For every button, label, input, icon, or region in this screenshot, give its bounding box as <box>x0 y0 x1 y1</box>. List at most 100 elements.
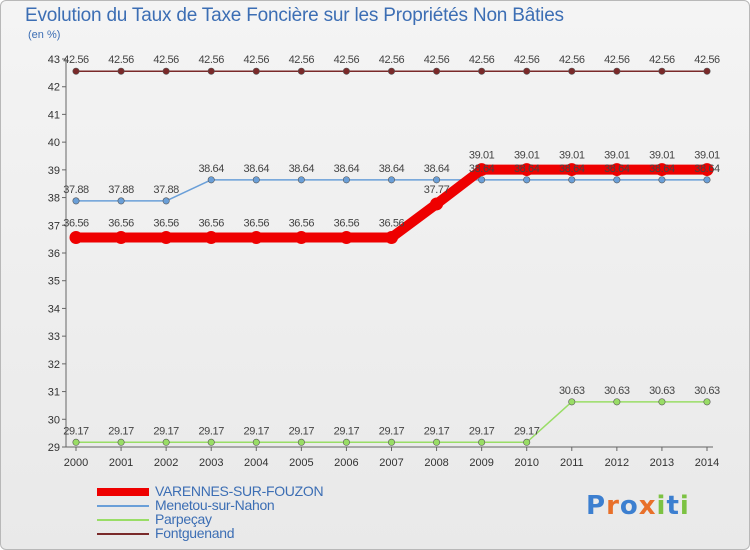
data-label-varennes: 37.77 <box>424 184 450 196</box>
data-label-fontguenand: 42.56 <box>604 54 630 66</box>
y-tick-label: 35 <box>48 276 60 288</box>
proxiti-logo: Proxiti <box>586 491 690 521</box>
data-point-menetou <box>478 176 486 184</box>
logo-letter: r <box>606 491 620 521</box>
x-tick-label: 2004 <box>244 457 268 469</box>
y-tick-label: 38 <box>48 193 60 205</box>
x-tick-label: 2001 <box>109 457 133 469</box>
y-tick-label: 39 <box>48 165 60 177</box>
x-tick-label: 2000 <box>64 457 88 469</box>
data-point-menetou <box>703 176 711 184</box>
data-point-menetou <box>342 176 350 184</box>
x-tick-label: 2002 <box>154 457 178 469</box>
data-point-parpecay <box>252 438 260 446</box>
y-tick-label: 40 <box>48 137 60 149</box>
legend-swatch-menetou <box>97 505 149 507</box>
x-tick-label: 2013 <box>650 457 674 469</box>
data-label-parpecay: 29.17 <box>514 425 540 437</box>
data-point-parpecay <box>478 438 486 446</box>
data-label-fontguenand: 42.56 <box>469 54 495 66</box>
data-point-menetou <box>252 176 260 184</box>
y-tick-label: 29 <box>48 442 60 454</box>
data-point-varennes <box>204 230 218 244</box>
data-point-varennes <box>520 163 534 177</box>
data-label-menetou: 37.88 <box>108 184 134 196</box>
data-point-menetou <box>162 197 170 205</box>
data-point-fontguenand <box>568 67 576 75</box>
data-label-varennes: 36.56 <box>108 217 134 229</box>
logo-letter: t <box>666 491 680 521</box>
series-points <box>69 67 714 446</box>
data-point-parpecay <box>207 438 215 446</box>
legend-item-fontguenand: Fontguenand <box>97 525 417 541</box>
data-point-parpecay <box>162 438 170 446</box>
data-point-parpecay <box>613 398 621 406</box>
data-point-parpecay <box>433 438 441 446</box>
legend-swatch-varennes <box>97 488 149 496</box>
data-label-parpecay: 29.17 <box>198 425 224 437</box>
data-label-fontguenand: 42.56 <box>63 54 89 66</box>
legend-label-menetou: Menetou-sur-Nahon <box>155 497 275 513</box>
data-label-varennes: 36.56 <box>244 217 270 229</box>
data-label-varennes: 36.56 <box>153 217 179 229</box>
data-point-varennes <box>610 163 624 177</box>
data-point-varennes <box>114 230 128 244</box>
y-tick-label: 36 <box>48 248 60 260</box>
data-label-menetou: 38.64 <box>649 163 675 175</box>
legend-swatch-parpecay <box>97 519 149 521</box>
chart-title: Evolution du Taux de Taxe Foncière sur l… <box>25 5 564 26</box>
data-label-varennes: 39.01 <box>649 150 675 162</box>
legend: VARENNES-SUR-FOUZON Menetou-sur-Nahon Pa… <box>97 483 417 541</box>
legend-item-varennes: VARENNES-SUR-FOUZON <box>97 483 417 499</box>
data-point-fontguenand <box>523 67 531 75</box>
x-tick-label: 2011 <box>560 457 584 469</box>
data-label-menetou: 38.64 <box>379 163 405 175</box>
data-label-parpecay: 30.63 <box>559 385 585 397</box>
data-point-fontguenand <box>72 67 80 75</box>
data-point-fontguenand <box>252 67 260 75</box>
data-point-menetou <box>523 176 531 184</box>
legend-label-varennes: VARENNES-SUR-FOUZON <box>155 483 324 499</box>
data-label-fontguenand: 42.56 <box>289 54 315 66</box>
data-label-fontguenand: 42.56 <box>334 54 360 66</box>
data-label-fontguenand: 42.56 <box>424 54 450 66</box>
data-point-parpecay <box>568 398 576 406</box>
data-label-menetou: 38.64 <box>604 163 630 175</box>
data-point-varennes <box>565 163 579 177</box>
data-point-fontguenand <box>613 67 621 75</box>
x-tick-label: 2009 <box>469 457 493 469</box>
y-tick-label: 31 <box>48 387 60 399</box>
x-tick-label: 2007 <box>379 457 403 469</box>
data-label-parpecay: 30.63 <box>604 385 630 397</box>
data-label-varennes: 36.56 <box>63 217 89 229</box>
data-point-parpecay <box>72 438 80 446</box>
data-label-parpecay: 29.17 <box>244 425 270 437</box>
legend-item-menetou: Menetou-sur-Nahon <box>97 497 417 513</box>
data-label-varennes: 39.01 <box>604 150 630 162</box>
data-label-parpecay: 29.17 <box>469 425 495 437</box>
y-tick-label: 30 <box>48 414 60 426</box>
y-tick-label: 33 <box>48 331 60 343</box>
data-label-menetou: 38.64 <box>244 163 270 175</box>
data-point-menetou <box>568 176 576 184</box>
data-label-menetou: 38.64 <box>334 163 360 175</box>
logo-letter: o <box>619 491 639 521</box>
legend-swatch-fontguenand <box>97 533 149 535</box>
data-label-fontguenand: 42.56 <box>514 54 540 66</box>
data-label-varennes: 36.56 <box>289 217 315 229</box>
data-label-varennes: 39.01 <box>694 150 720 162</box>
data-point-parpecay <box>387 438 395 446</box>
legend-item-parpecay: Parpeçay <box>97 511 417 527</box>
data-label-menetou: 38.64 <box>469 163 495 175</box>
data-point-varennes <box>430 197 444 211</box>
data-label-parpecay: 29.17 <box>289 425 315 437</box>
data-label-parpecay: 30.63 <box>649 385 675 397</box>
data-point-fontguenand <box>387 67 395 75</box>
data-label-menetou: 38.64 <box>198 163 224 175</box>
logo-letter: i <box>656 491 667 521</box>
y-tick-label: 42 <box>48 82 60 94</box>
data-point-parpecay <box>117 438 125 446</box>
data-point-varennes <box>339 230 353 244</box>
data-labels: 36.56 36.56 36.56 36.56 36.56 36.56 36.56 36.56… <box>63 54 720 437</box>
